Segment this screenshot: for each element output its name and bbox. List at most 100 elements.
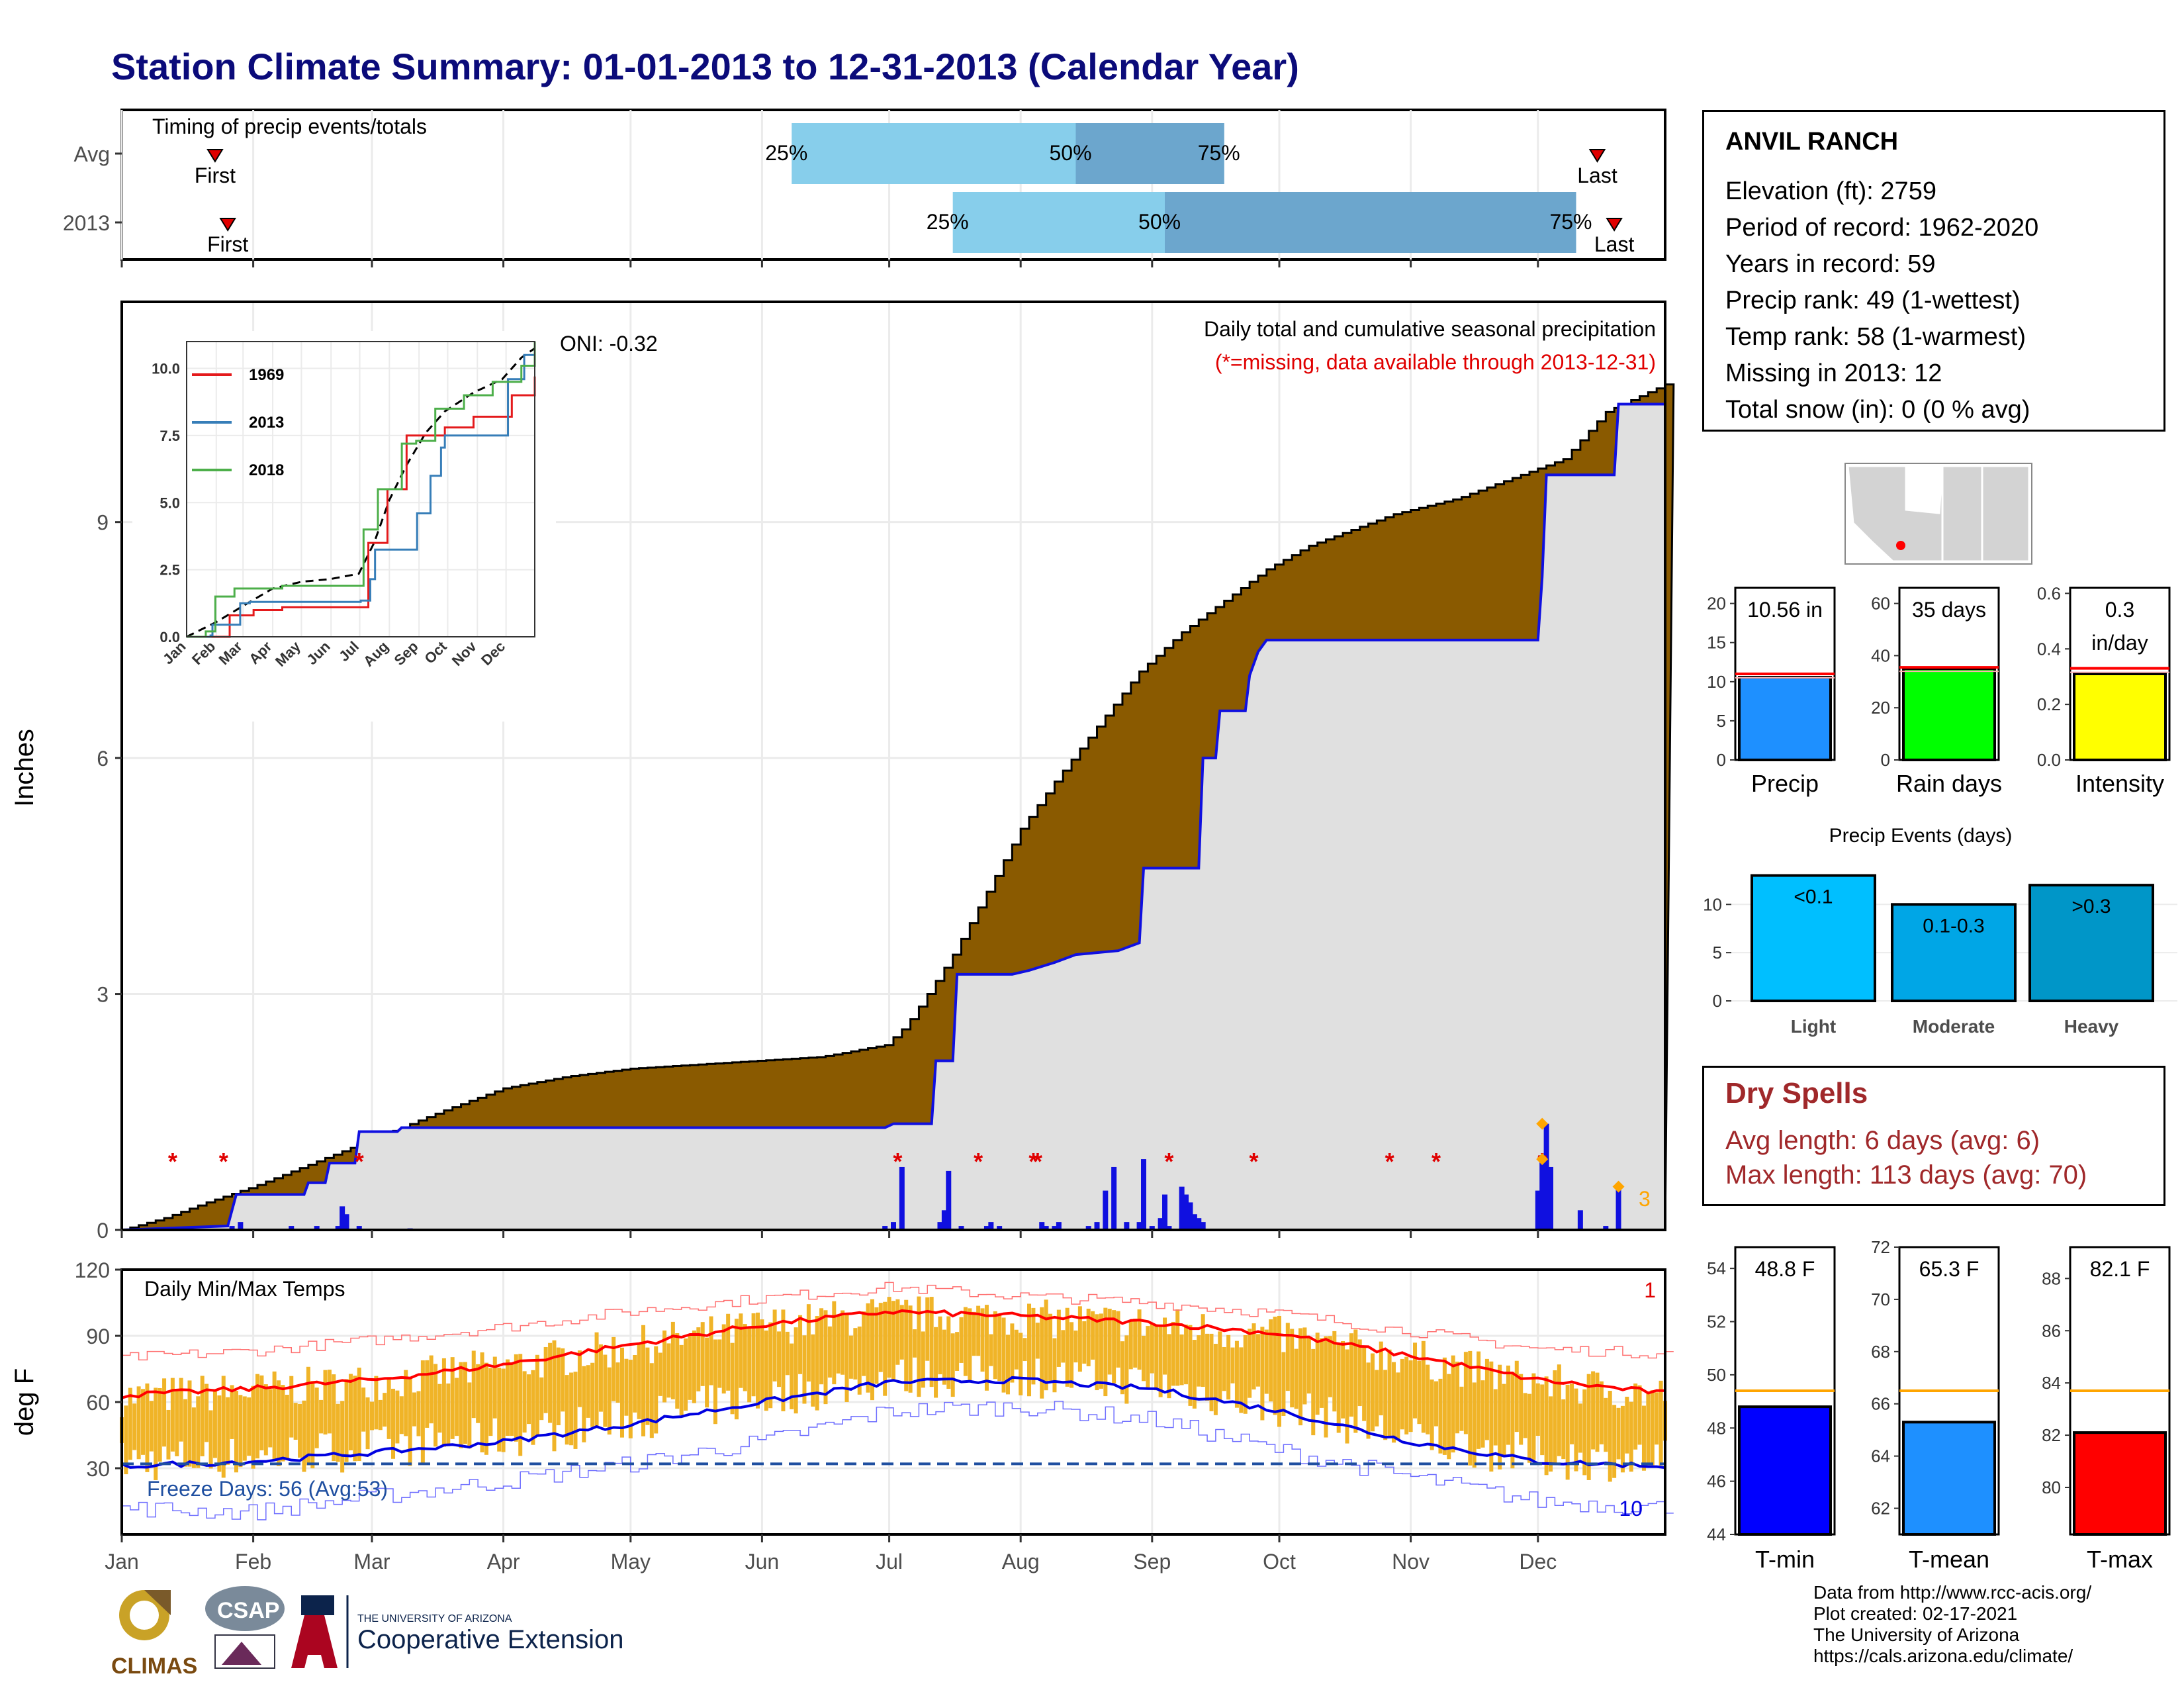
temp-summary-ytick-label: 52: [1707, 1312, 1726, 1332]
timing-row-label: Avg: [73, 142, 110, 166]
daily-precip-bar: [1052, 1226, 1058, 1230]
daily-temp-bar: [721, 1324, 726, 1394]
timing-p50-label: 50%: [1138, 210, 1181, 234]
daily-temp-bar: [1362, 1346, 1367, 1421]
daily-temp-bar: [514, 1354, 518, 1442]
daily-temp-bar: [899, 1305, 904, 1360]
precip-summary-value-label-2: in/day: [2091, 631, 2148, 655]
daily-temp-bar: [399, 1396, 404, 1434]
daily-temp-bar: [404, 1370, 408, 1436]
daily-temp-bar: [963, 1307, 968, 1376]
daily-temp-bar: [1553, 1370, 1557, 1466]
timing-first-marker: [219, 218, 236, 232]
daily-temp-bar: [425, 1360, 430, 1428]
daily-temp-bar: [1277, 1315, 1281, 1427]
timing-first-label: First: [207, 232, 248, 256]
daily-temp-bar: [433, 1364, 438, 1447]
precip-summary-category-label: Rain days: [1896, 770, 2002, 797]
daily-temp-bar: [603, 1354, 608, 1427]
daily-temp-bar: [1320, 1338, 1324, 1408]
precip-summary-ytick-label: 0: [1717, 750, 1726, 770]
daily-temp-bar: [1336, 1342, 1341, 1433]
daily-temp-bar: [785, 1331, 790, 1376]
daily-temp-bar: [1620, 1405, 1625, 1473]
timing-p25-label: 25%: [927, 210, 969, 234]
daily-temp-bar: [1230, 1347, 1235, 1383]
daily-precip-bar: [1158, 1218, 1163, 1230]
month-label: Dec: [1519, 1550, 1557, 1573]
daily-precip-bar: [314, 1226, 320, 1230]
daily-temp-bar: [1612, 1405, 1617, 1478]
daily-temp-bar: [259, 1375, 264, 1450]
missing-day-marker: *: [893, 1148, 902, 1175]
daily-temp-bar: [984, 1305, 989, 1391]
daily-temp-bar: [1306, 1337, 1311, 1394]
daily-temp-bar: [242, 1396, 247, 1461]
daily-temp-bar: [1154, 1324, 1159, 1391]
daily-temp-bar: [488, 1368, 493, 1436]
daily-temp-bar: [760, 1319, 764, 1401]
csap-logo: CSAP: [205, 1586, 285, 1669]
daily-temp-bar: [1150, 1323, 1154, 1374]
month-label: Nov: [1392, 1550, 1430, 1573]
daily-temp-bar: [1264, 1329, 1269, 1394]
daily-temp-bar: [543, 1346, 548, 1413]
dry-spells-header: Dry Spells: [1725, 1077, 1868, 1109]
daily-temp-bar: [628, 1360, 633, 1438]
daily-temp-bar: [1226, 1335, 1231, 1400]
daily-temp-bar: [1477, 1351, 1481, 1449]
daily-temp-bar: [154, 1387, 158, 1480]
inset-avg-line: [186, 347, 535, 638]
daily-temp-bar: [1285, 1323, 1290, 1391]
daily-precip-bar: [958, 1226, 964, 1230]
daily-temp-bar: [319, 1399, 324, 1434]
daily-temp-bar: [1535, 1383, 1540, 1436]
station-info-box: ANVIL RANCH Elevation (ft): 2759 Period …: [1702, 110, 2165, 432]
inset-legend-label: 2018: [249, 461, 284, 479]
precip-panel-frame: [120, 301, 1666, 1231]
timing-last-marker: [1588, 149, 1606, 163]
events-bar-text: <0.1: [1794, 886, 1833, 908]
daily-temp-bar: [1201, 1314, 1205, 1387]
inset-ytick-label: 10.0: [152, 361, 180, 377]
daily-temp-bar: [1103, 1307, 1108, 1397]
daily-temp-bar: [739, 1313, 743, 1388]
page-title: Station Climate Summary: 01-01-2013 to 1…: [111, 46, 1299, 87]
daily-precip-bar: [229, 1226, 235, 1230]
station-period: Period of record: 1962-2020: [1725, 214, 2039, 242]
daily-temp-bar: [1430, 1379, 1434, 1450]
daily-temp-bar: [441, 1358, 446, 1447]
daily-temp-bar: [310, 1381, 315, 1469]
normal-max-line: [121, 1309, 1666, 1399]
daily-temp-bar: [132, 1403, 137, 1450]
daily-temp-bar: [162, 1378, 167, 1447]
daily-temp-bar: [255, 1374, 260, 1459]
credit-plot-date: Plot created: 02-17-2021: [1813, 1603, 2018, 1624]
daily-temp-bar: [755, 1312, 760, 1409]
precip-summary-category-label: Precip: [1751, 770, 1819, 797]
daily-temp-bar: [853, 1328, 858, 1380]
daily-temp-bar: [1035, 1323, 1040, 1359]
daily-temp-bar: [955, 1332, 960, 1371]
daily-temp-bar: [590, 1362, 595, 1427]
daily-temp-bar: [1248, 1329, 1252, 1398]
daily-precip-bar: [1577, 1210, 1583, 1230]
daily-temp-bar: [1290, 1329, 1295, 1408]
missing-day-marker: *: [355, 1148, 364, 1175]
daily-temp-bar: [1044, 1299, 1048, 1391]
precip-summary-bar-Rain days: [1902, 667, 1996, 761]
daily-temp-bar: [1493, 1389, 1498, 1446]
daily-precip-bar: [1056, 1222, 1062, 1230]
precip-summary-ytick-label: 0.0: [2037, 750, 2061, 770]
daily-precip-bar: [340, 1206, 345, 1230]
daily-temp-bar: [391, 1388, 396, 1459]
timing-last-marker: [1606, 218, 1623, 232]
events-title: Precip Events (days): [1829, 825, 2013, 847]
daily-temp-bar: [1099, 1313, 1103, 1389]
station-missing: Missing in 2013: 12: [1725, 359, 1942, 387]
daily-temp-bar: [1442, 1357, 1447, 1455]
daily-temp-bar: [141, 1389, 146, 1455]
temp-summary-ytick-label: 44: [1707, 1524, 1726, 1544]
extreme-precip-marker: [1536, 1153, 1549, 1166]
logo-strip: CLIMAS CSAP THE UNIVERSITY OF ARIZONA Co…: [111, 1586, 623, 1679]
